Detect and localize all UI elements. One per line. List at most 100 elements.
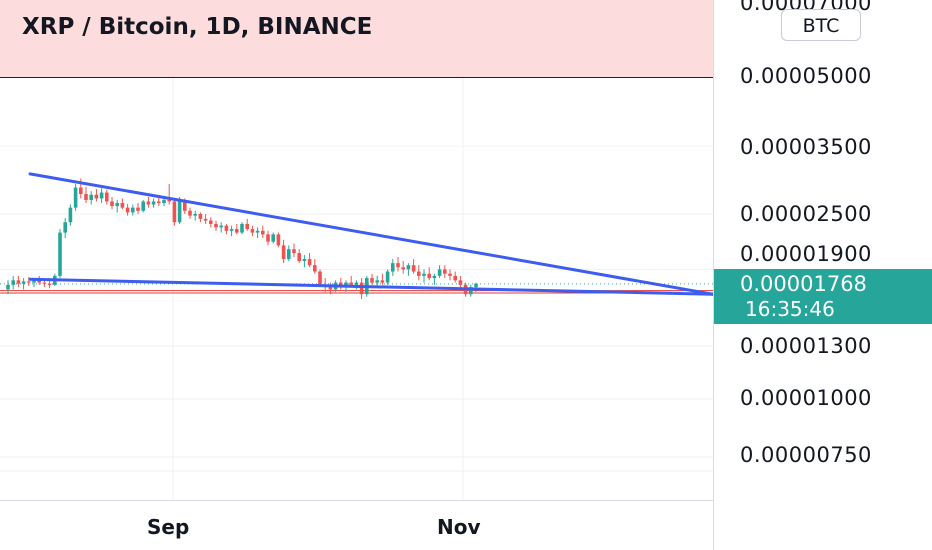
candle-body bbox=[125, 207, 130, 213]
candle-body bbox=[422, 273, 426, 276]
candle-body bbox=[16, 280, 21, 284]
time-tick-label: Sep bbox=[147, 515, 190, 539]
last-price-value: 0.00001768 bbox=[740, 272, 867, 296]
candle-body bbox=[167, 199, 171, 202]
candle-body bbox=[224, 225, 229, 231]
candle-body bbox=[474, 283, 478, 288]
candle-body bbox=[385, 271, 390, 283]
price-tick-label: 0.00001900 bbox=[740, 242, 872, 266]
candle-body bbox=[94, 194, 99, 199]
candle-body bbox=[359, 282, 364, 295]
candle-body bbox=[136, 207, 140, 211]
chart-canvas[interactable] bbox=[0, 0, 713, 500]
candle-body bbox=[432, 275, 437, 279]
candle-body bbox=[37, 280, 41, 283]
candle-body bbox=[68, 207, 73, 223]
candle-body bbox=[162, 199, 166, 204]
symbol-header: XRP / Bitcoin, 1D, BINANCE bbox=[0, 0, 713, 78]
candle-body bbox=[219, 225, 223, 228]
candle-body bbox=[417, 271, 421, 276]
price-tick-label: 0.00005000 bbox=[740, 64, 872, 88]
trendlines bbox=[28, 172, 713, 296]
trendline bbox=[28, 172, 713, 296]
candle-body bbox=[63, 222, 67, 233]
candle-body bbox=[396, 263, 400, 268]
candle-body bbox=[427, 273, 431, 279]
price-tick-label: 0.00002500 bbox=[740, 202, 872, 226]
candle-body bbox=[73, 187, 78, 208]
candle-body bbox=[193, 214, 197, 216]
candle-body bbox=[183, 199, 187, 211]
candle-body bbox=[448, 273, 452, 276]
price-tick-label: 0.00000750 bbox=[740, 443, 872, 467]
candle-body bbox=[79, 187, 83, 195]
candle-body bbox=[307, 259, 312, 266]
candle-body bbox=[42, 282, 47, 284]
time-scale[interactable]: Sep Nov bbox=[0, 500, 713, 550]
candle-body bbox=[27, 281, 31, 283]
candle-body bbox=[120, 203, 125, 208]
candle-body bbox=[188, 210, 192, 216]
candle-body bbox=[58, 232, 62, 276]
time-tick-label: Nov bbox=[437, 515, 481, 539]
candle-body bbox=[131, 207, 135, 213]
candle-body bbox=[250, 229, 255, 233]
candle-body bbox=[458, 280, 463, 285]
candle-body bbox=[6, 284, 10, 290]
candle-body bbox=[401, 267, 405, 270]
candle-body bbox=[203, 218, 208, 221]
candle-body bbox=[229, 229, 234, 231]
candle-body bbox=[105, 192, 109, 202]
candle-body bbox=[297, 253, 301, 262]
candle-body bbox=[443, 269, 447, 274]
trendline bbox=[28, 277, 713, 296]
candle-body bbox=[437, 269, 442, 276]
candle-body bbox=[453, 275, 457, 281]
candle-body bbox=[302, 259, 307, 262]
price-tick-label: 0.00003500 bbox=[740, 135, 872, 159]
symbol-title: XRP / Bitcoin, 1D, BINANCE bbox=[22, 14, 373, 40]
candle-body bbox=[370, 278, 374, 283]
candle-body bbox=[214, 223, 218, 228]
candle-body bbox=[380, 280, 385, 283]
candle-body bbox=[375, 280, 379, 283]
candle-body bbox=[255, 230, 260, 233]
candle-body bbox=[313, 265, 317, 272]
candle-body bbox=[84, 194, 88, 200]
candle-body bbox=[391, 263, 395, 272]
candle-body bbox=[141, 201, 145, 211]
candle-body bbox=[349, 282, 353, 285]
candle-body bbox=[235, 229, 239, 233]
candle-body bbox=[281, 245, 286, 260]
candle-body bbox=[172, 201, 177, 223]
candle-body bbox=[32, 280, 36, 283]
last-price-badge: 0.00001768 16:35:46 bbox=[714, 269, 932, 324]
chart-area[interactable]: XRP / Bitcoin, 1D, BINANCE bbox=[0, 0, 713, 500]
candle-body bbox=[271, 234, 275, 242]
price-tick-label: 0.00001300 bbox=[740, 334, 872, 358]
candle-body bbox=[245, 223, 249, 230]
candle-body bbox=[411, 265, 416, 272]
candle-body bbox=[157, 201, 161, 204]
candle-body bbox=[11, 280, 15, 285]
price-scale[interactable]: 0.00007000 0.00005000 0.00003500 0.00002… bbox=[713, 0, 932, 550]
candle-body bbox=[406, 265, 411, 270]
candle-body bbox=[21, 281, 26, 284]
candle-body bbox=[99, 192, 104, 199]
currency-button[interactable]: BTC bbox=[781, 9, 861, 41]
candle-body bbox=[209, 220, 213, 224]
candle-body bbox=[89, 194, 93, 200]
candle-body bbox=[240, 223, 244, 233]
candles bbox=[6, 178, 478, 300]
bar-countdown: 16:35:46 bbox=[745, 297, 835, 321]
candle-body bbox=[292, 249, 296, 254]
candle-body bbox=[261, 230, 265, 235]
candle-body bbox=[47, 283, 52, 285]
candle-body bbox=[266, 234, 270, 242]
candle-body bbox=[469, 287, 473, 295]
candle-body bbox=[146, 201, 151, 205]
candle-body bbox=[318, 271, 322, 285]
candle-body bbox=[151, 201, 156, 205]
candle-body bbox=[328, 287, 333, 290]
candle-body bbox=[177, 199, 182, 223]
